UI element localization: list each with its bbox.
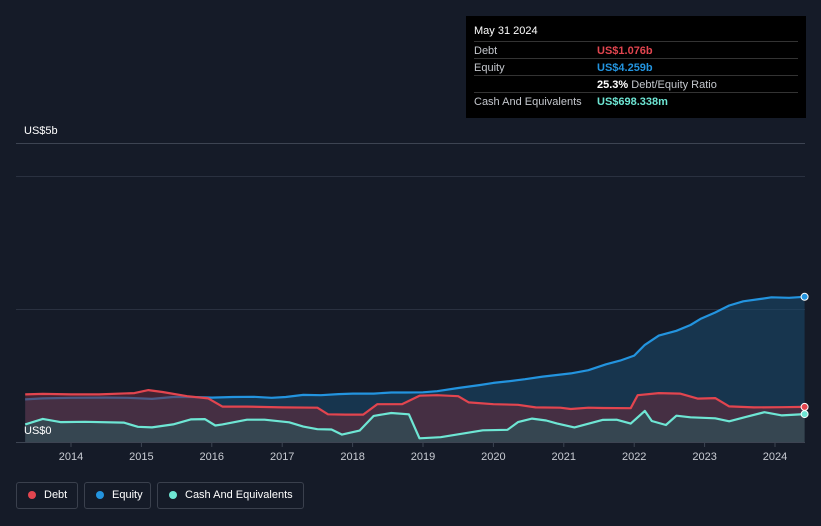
debt-legend-dot: [28, 491, 36, 499]
x-tick-label: 2018: [340, 451, 364, 463]
tooltip-equity-label: Equity: [474, 62, 505, 74]
x-tick-label: 2023: [692, 451, 716, 463]
x-tick-label: 2020: [481, 451, 505, 463]
debt-endpoint[interactable]: [800, 402, 809, 411]
tooltip-ratio-label: Debt/Equity Ratio: [631, 79, 717, 91]
tooltip-ratio: 25.3% Debt/Equity Ratio: [597, 79, 717, 91]
x-tick-label: 2022: [622, 451, 646, 463]
cash-area: [25, 410, 805, 442]
tooltip-panel: May 31 2024 Debt US$1.076b Equity US$4.2…: [466, 16, 806, 118]
y-tick-zero: US$0: [24, 425, 52, 437]
x-tick-label: 2024: [763, 451, 787, 463]
x-tick-label: 2014: [59, 451, 83, 463]
cash-legend-dot: [169, 491, 177, 499]
tooltip-date: May 31 2024: [474, 25, 538, 37]
x-tick-label: 2021: [552, 451, 576, 463]
legend-debt-label: Debt: [44, 489, 68, 501]
legend-cash-label: Cash And Equivalents: [185, 489, 293, 501]
tooltip-cash-label: Cash And Equivalents: [474, 96, 582, 108]
legend-cash[interactable]: Cash And Equivalents: [157, 482, 304, 509]
tooltip-ratio-value: 25.3%: [597, 79, 629, 91]
legend-equity-label: Equity: [112, 489, 143, 501]
legend-equity[interactable]: Equity: [84, 482, 151, 509]
tooltip-equity-row: Equity US$4.259b: [474, 58, 798, 76]
tooltip-debt-value: US$1.076b: [597, 45, 653, 57]
cash-endpoint[interactable]: [800, 410, 809, 419]
x-tick-label: 2015: [129, 451, 153, 463]
tooltip-debt-label: Debt: [474, 45, 498, 57]
x-tick-label: 2017: [270, 451, 294, 463]
tooltip-equity-value: US$4.259b: [597, 62, 653, 74]
equity-endpoint[interactable]: [800, 292, 809, 301]
tooltip-ratio-row: 25.3% Debt/Equity Ratio: [474, 75, 798, 93]
x-tick-label: 2019: [411, 451, 435, 463]
tooltip-cash-value: US$698.338m: [597, 96, 668, 108]
debt-line: [25, 389, 805, 416]
cash-line: [24, 409, 805, 440]
equity-legend-dot: [96, 491, 104, 499]
tooltip-debt-row: Debt US$1.076b: [474, 41, 798, 59]
legend-debt[interactable]: Debt: [16, 482, 78, 509]
y-tick-top: US$5b: [24, 125, 58, 137]
tooltip-cash-row: Cash And Equivalents US$698.338m: [474, 92, 798, 110]
x-tick-label: 2016: [200, 451, 224, 463]
